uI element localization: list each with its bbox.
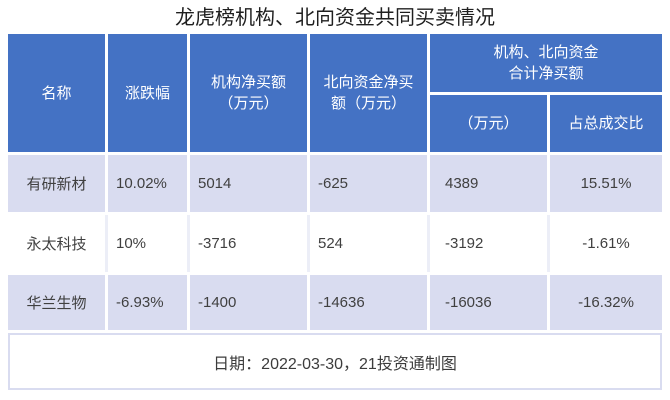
inst-net-buy-cell: 5014 (190, 155, 307, 212)
page-title: 龙虎榜机构、北向资金共同买卖情况 (175, 7, 495, 29)
data-table: 名称 涨跌幅 机构净买额 （万元） 北向资金净买 额（万元） 机构、北向资金 合… (5, 31, 665, 393)
col-header-north-net-buy: 北向资金净买 额（万元） (310, 34, 427, 152)
combined-amount-cell: -16036 (430, 275, 547, 330)
combined-ratio-cell: -16.32% (550, 275, 663, 330)
stock-name-cell: 有研新材 (8, 155, 105, 212)
footer-note: 日期：2022-03-30，21投资通制图 (8, 333, 663, 390)
col-header-change: 涨跌幅 (108, 34, 187, 152)
stock-name-cell: 华兰生物 (8, 275, 105, 330)
table-row: 永太科技 10% -3716 524 -3192 -1.61% (8, 215, 663, 272)
combined-ratio-cell: 15.51% (550, 155, 663, 212)
col-header-combined-group: 机构、北向资金 合计净买额 (430, 34, 663, 92)
col-header-name: 名称 (8, 34, 105, 152)
table-row: 华兰生物 -6.93% -1400 -14636 -16036 -16.32% (8, 275, 663, 330)
header-row-top: 名称 涨跌幅 机构净买额 （万元） 北向资金净买 额（万元） 机构、北向资金 合… (8, 34, 663, 152)
footer-row: 日期：2022-03-30，21投资通制图 (8, 333, 663, 390)
table-row: 有研新材 10.02% 5014 -625 4389 15.51% (8, 155, 663, 212)
change-cell: -6.93% (108, 275, 187, 330)
north-net-buy-cell: -14636 (310, 275, 427, 330)
combined-ratio-cell: -1.61% (550, 215, 663, 272)
col-header-combined-ratio: 占总成交比 (550, 95, 663, 152)
header-row-sub: （万元） 占总成交比 (8, 95, 663, 152)
col-header-inst-net-buy: 机构净买额 （万元） (190, 34, 307, 152)
north-net-buy-cell: -625 (310, 155, 427, 212)
stock-name-cell: 永太科技 (8, 215, 105, 272)
col-header-combined-amount: （万元） (430, 95, 547, 152)
combined-amount-cell: -3192 (430, 215, 547, 272)
north-net-buy-cell: 524 (310, 215, 427, 272)
inst-net-buy-cell: -1400 (190, 275, 307, 330)
change-cell: 10.02% (108, 155, 187, 212)
inst-net-buy-cell: -3716 (190, 215, 307, 272)
change-cell: 10% (108, 215, 187, 272)
combined-amount-cell: 4389 (430, 155, 547, 212)
